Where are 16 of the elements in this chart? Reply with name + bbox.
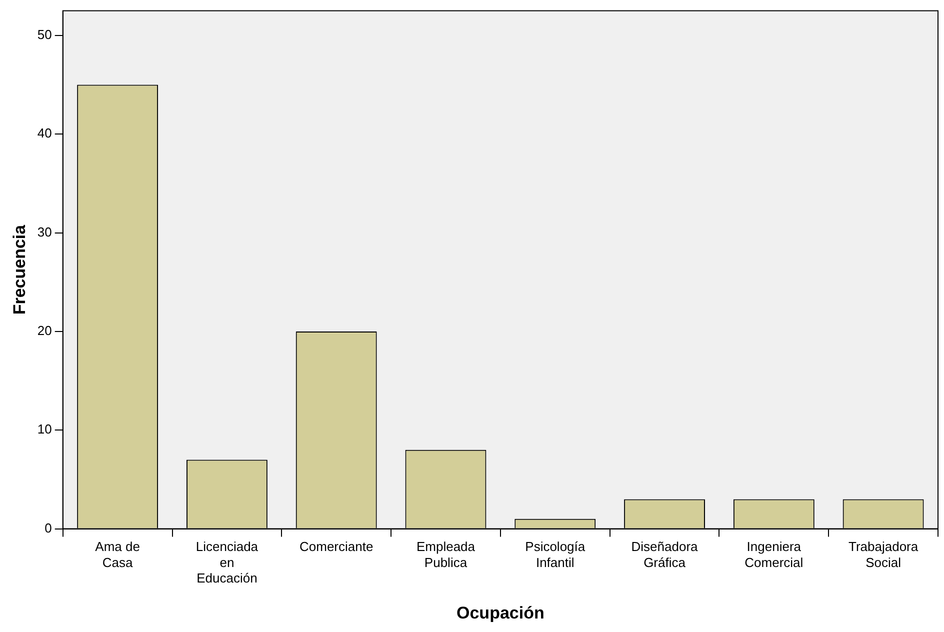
x-tick-label: Diseñadora Gráfica — [631, 539, 699, 570]
y-tick-label: 20 — [37, 323, 52, 338]
x-tick-label: Licenciada en Educación — [196, 539, 259, 586]
x-tick-label: Psicología Infantil — [525, 539, 586, 570]
y-tick-label: 0 — [44, 520, 52, 536]
y-tick-label: 50 — [37, 27, 52, 42]
y-tick-label: 10 — [37, 422, 52, 437]
y-tick-label: 40 — [37, 126, 52, 141]
x-tick-label: Trabajadora Social — [848, 539, 919, 570]
x-tick-label: Empleada Publica — [416, 539, 476, 570]
y-axis-title: Frecuencia — [10, 224, 29, 315]
x-axis-title: Ocupación — [456, 603, 544, 622]
y-tick-label: 30 — [37, 224, 52, 240]
x-tick-label: Ingeniera Comercial — [744, 539, 804, 570]
x-tick-label: Comerciante — [299, 539, 374, 554]
x-tick-label: Ama de Casa — [95, 539, 140, 570]
